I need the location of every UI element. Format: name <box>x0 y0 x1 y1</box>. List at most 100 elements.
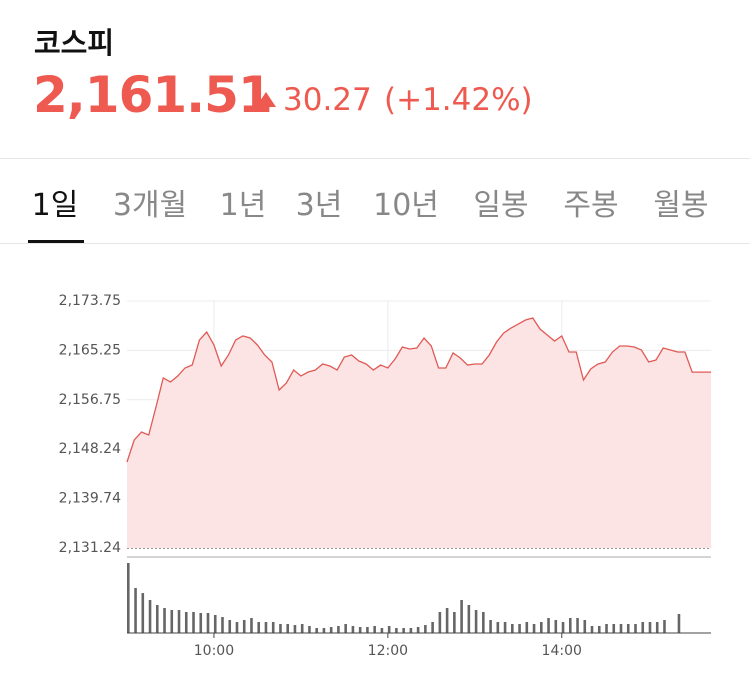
volume-bar <box>387 626 391 633</box>
volume-bar <box>337 626 340 633</box>
volume-bar <box>373 626 376 633</box>
volume-bar <box>322 628 326 633</box>
volume-bar <box>431 622 434 633</box>
tab[interactable]: 주봉 <box>563 188 619 223</box>
volume-bar <box>453 612 456 633</box>
volume-bar <box>663 620 666 633</box>
volume-bar <box>170 610 174 633</box>
volume-bar <box>612 624 616 633</box>
volume-bar <box>315 628 318 633</box>
volume-bar <box>192 612 195 633</box>
volume-bar <box>648 622 652 633</box>
volume-bar <box>525 622 529 633</box>
volume-bar <box>576 618 579 633</box>
x-tick-label: 12:00 <box>368 643 408 659</box>
volume-bar <box>474 610 478 633</box>
volume-bar <box>540 622 543 633</box>
volume-bar <box>532 624 536 633</box>
tab[interactable]: 3년 <box>295 188 343 223</box>
volume-bar <box>380 628 384 633</box>
tab[interactable]: 10년 <box>373 188 439 223</box>
volume-bar <box>235 622 239 633</box>
volume-bar <box>619 624 623 633</box>
volume-bar <box>155 605 159 633</box>
volume-bar <box>206 613 210 633</box>
index-title: 코스피 <box>34 26 115 60</box>
volume-bar <box>264 622 268 633</box>
price-area <box>127 318 711 548</box>
volume-bar <box>568 618 572 633</box>
volume-bar <box>438 612 442 633</box>
price-change-percent: (+1.42%) <box>384 82 533 118</box>
price-change: 30.27 <box>283 82 372 118</box>
volume-bar <box>344 624 347 633</box>
volume-bar <box>482 612 485 633</box>
volume-bar <box>163 608 166 633</box>
volume-bar <box>395 628 398 633</box>
volume-bar <box>402 628 405 633</box>
volume-bar <box>677 614 681 633</box>
volume-bar <box>293 625 297 633</box>
volume-bar <box>467 605 471 633</box>
tab-indicator <box>28 240 84 243</box>
volume-bar <box>221 617 224 633</box>
volume-bar <box>148 600 152 633</box>
volume-bar <box>518 624 521 633</box>
tab[interactable]: 3개월 <box>112 188 188 223</box>
volume-bar <box>561 622 565 633</box>
price: 2,161.51 <box>33 66 273 124</box>
y-tick-label: 2,156.75 <box>59 392 121 408</box>
volume-bar <box>424 625 427 633</box>
volume-bar <box>134 588 137 633</box>
volume-bar <box>641 622 645 633</box>
volume-bar <box>351 626 355 633</box>
volume-bar <box>655 622 659 633</box>
volume-bar <box>416 627 420 633</box>
tab[interactable]: 1일 <box>31 188 79 223</box>
volume-bar <box>590 626 594 633</box>
volume-bar <box>597 626 601 633</box>
volume-bar <box>409 628 413 633</box>
volume-bar <box>583 620 587 633</box>
volume-bar <box>308 626 311 633</box>
volume-bar <box>634 624 637 633</box>
y-tick-label: 2,131.24 <box>59 540 121 556</box>
volume-bar <box>271 622 275 633</box>
price-line <box>126 317 711 463</box>
volume-bar <box>127 563 130 633</box>
volume-bar <box>503 622 507 633</box>
volume-bar <box>626 624 630 633</box>
y-tick-label: 2,139.74 <box>59 491 121 507</box>
y-tick-label: 2,165.25 <box>59 342 121 358</box>
volume-bar <box>605 624 608 633</box>
volume-bar <box>242 620 246 633</box>
volume-bar <box>358 627 362 633</box>
volume-bar <box>460 600 463 633</box>
tab[interactable]: 일봉 <box>473 188 529 223</box>
volume-bar <box>257 622 261 633</box>
tab[interactable]: 1년 <box>219 188 267 223</box>
volume-bar <box>213 615 217 633</box>
volume-bar <box>329 627 333 633</box>
volume-bar <box>547 618 550 633</box>
volume-bar <box>300 624 304 633</box>
divider <box>0 158 750 159</box>
y-tick-label: 2,173.75 <box>59 293 121 309</box>
volume-bar <box>141 593 145 633</box>
x-tick-label: 14:00 <box>542 643 582 659</box>
volume-bar <box>177 610 181 633</box>
x-tick-label: 10:00 <box>194 643 234 659</box>
volume-bar <box>286 624 290 633</box>
volume-bar <box>496 622 500 633</box>
up-arrow <box>256 92 276 107</box>
volume-bar <box>184 612 188 633</box>
volume-bar <box>279 624 282 633</box>
volume-bar <box>511 624 514 633</box>
volume-bar <box>250 618 253 633</box>
tab[interactable]: 월봉 <box>653 188 709 223</box>
y-tick-label: 2,148.24 <box>59 441 121 457</box>
volume-bar <box>228 620 232 633</box>
divider <box>0 243 750 244</box>
